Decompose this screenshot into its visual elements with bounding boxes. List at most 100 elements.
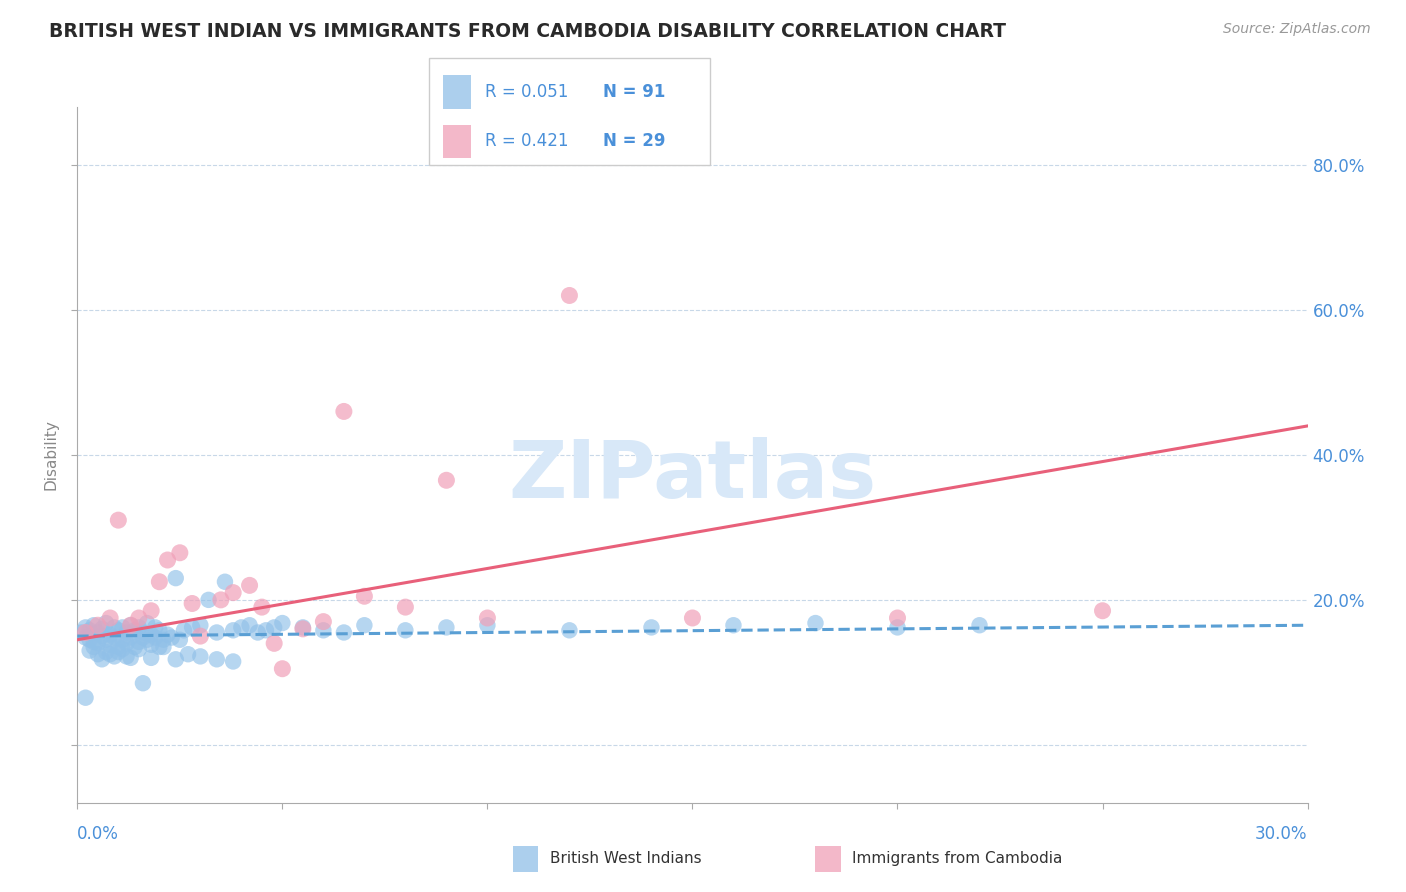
Point [804,615,827,630]
Point [160,631,183,645]
Point [132,676,155,690]
Point [128,642,150,657]
Point [333,404,356,418]
Point [124,640,146,654]
Point [87,625,110,640]
Point [141,628,163,642]
Point [156,628,179,642]
Point [94,645,117,659]
Point [115,625,138,640]
Point [165,652,187,666]
Text: Immigrants from Cambodia: Immigrants from Cambodia [852,851,1063,865]
Point [143,620,166,634]
Point [141,604,163,618]
Point [682,611,704,625]
Text: N = 91: N = 91 [603,83,665,101]
Point [148,574,170,589]
Point [436,620,458,634]
Point [75,625,97,640]
Text: R = 0.051: R = 0.051 [485,83,568,101]
Point [394,600,416,615]
Point [177,647,200,661]
Point [98,647,121,661]
Point [271,662,294,676]
Point [169,546,191,560]
Point [188,629,212,643]
Point [1091,604,1114,618]
Text: R = 0.421: R = 0.421 [485,133,568,151]
Point [83,635,105,649]
Point [263,636,285,650]
Point [124,624,146,638]
Point [98,628,121,642]
Point [107,640,129,654]
Point [156,553,179,567]
Point [87,618,110,632]
Point [640,620,662,634]
Point [222,624,245,638]
Point [94,615,117,630]
Point [120,618,142,632]
Point [231,620,253,634]
Point [98,638,121,652]
Point [886,611,908,625]
Point [477,611,499,625]
Point [90,629,114,643]
Point [250,600,273,615]
Point [79,632,101,647]
Point [75,631,97,645]
Text: British West Indians: British West Indians [550,851,702,865]
Point [291,620,314,634]
Point [209,592,232,607]
Point [188,618,212,632]
Point [120,618,142,632]
Point [263,620,285,634]
Point [83,640,105,654]
Point [246,625,269,640]
Point [120,651,142,665]
Point [181,620,204,634]
Point [111,642,134,657]
Point [141,651,163,665]
Point [197,592,219,607]
Point [141,638,163,652]
Point [353,618,375,632]
Point [79,643,101,657]
Point [254,624,277,638]
Text: ZIPatlas: ZIPatlas [509,437,876,515]
Point [90,652,114,666]
Point [173,624,195,638]
Point [143,631,166,645]
Point [103,620,125,634]
Point [107,513,129,527]
Point [94,632,117,647]
Point [115,649,138,664]
Point [165,571,187,585]
Text: N = 29: N = 29 [603,133,665,151]
Point [169,632,191,647]
Point [477,618,499,632]
Point [111,632,134,647]
Point [558,288,581,302]
Point [136,632,159,647]
Point [90,622,114,636]
Point [205,625,228,640]
Point [87,647,110,661]
Point [394,624,416,638]
Point [152,640,174,654]
Point [222,585,245,599]
Point [558,624,581,638]
Point [111,620,134,634]
Point [148,624,170,638]
Text: BRITISH WEST INDIAN VS IMMIGRANTS FROM CAMBODIA DISABILITY CORRELATION CHART: BRITISH WEST INDIAN VS IMMIGRANTS FROM C… [49,22,1007,41]
Point [132,625,155,640]
Point [333,625,356,640]
Point [98,611,121,625]
Point [205,652,228,666]
Point [75,620,97,634]
Point [128,620,150,634]
Text: 0.0%: 0.0% [77,825,120,843]
Point [107,645,129,659]
Point [132,631,155,645]
Point [436,473,458,487]
